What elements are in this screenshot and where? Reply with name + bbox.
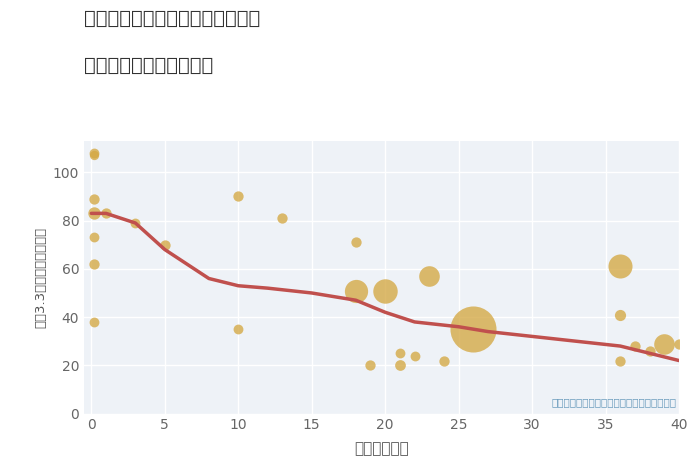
Point xyxy=(232,325,244,333)
Point xyxy=(659,340,670,347)
Text: 兵庫県姫路市三左衛門堀西の町の: 兵庫県姫路市三左衛門堀西の町の xyxy=(84,9,260,28)
Point xyxy=(438,357,449,364)
Point xyxy=(644,347,655,355)
Point xyxy=(629,342,641,350)
Y-axis label: 坪（3.3㎡）単価（万円）: 坪（3.3㎡）単価（万円） xyxy=(34,227,47,328)
Point xyxy=(379,287,391,294)
Point xyxy=(89,234,100,241)
X-axis label: 築年数（年）: 築年数（年） xyxy=(354,441,409,456)
Point xyxy=(424,272,435,280)
Text: 円の大きさは、取引のあった物件面積を示す: 円の大きさは、取引のあった物件面積を示す xyxy=(551,398,676,407)
Point xyxy=(130,219,141,227)
Point xyxy=(232,193,244,200)
Point xyxy=(615,357,626,364)
Point xyxy=(394,350,405,357)
Text: 築年数別中古戸建て価格: 築年数別中古戸建て価格 xyxy=(84,56,214,75)
Point xyxy=(100,210,111,217)
Point xyxy=(89,152,100,159)
Point xyxy=(159,241,170,249)
Point xyxy=(89,318,100,326)
Point xyxy=(615,311,626,319)
Point xyxy=(89,195,100,203)
Point xyxy=(615,263,626,270)
Point xyxy=(350,287,361,294)
Point xyxy=(468,325,479,333)
Point xyxy=(276,214,288,222)
Point xyxy=(365,361,376,369)
Point xyxy=(673,340,685,347)
Point xyxy=(350,239,361,246)
Point xyxy=(409,352,420,360)
Point xyxy=(89,210,100,217)
Point xyxy=(89,149,100,157)
Point xyxy=(89,260,100,268)
Point xyxy=(394,361,405,369)
